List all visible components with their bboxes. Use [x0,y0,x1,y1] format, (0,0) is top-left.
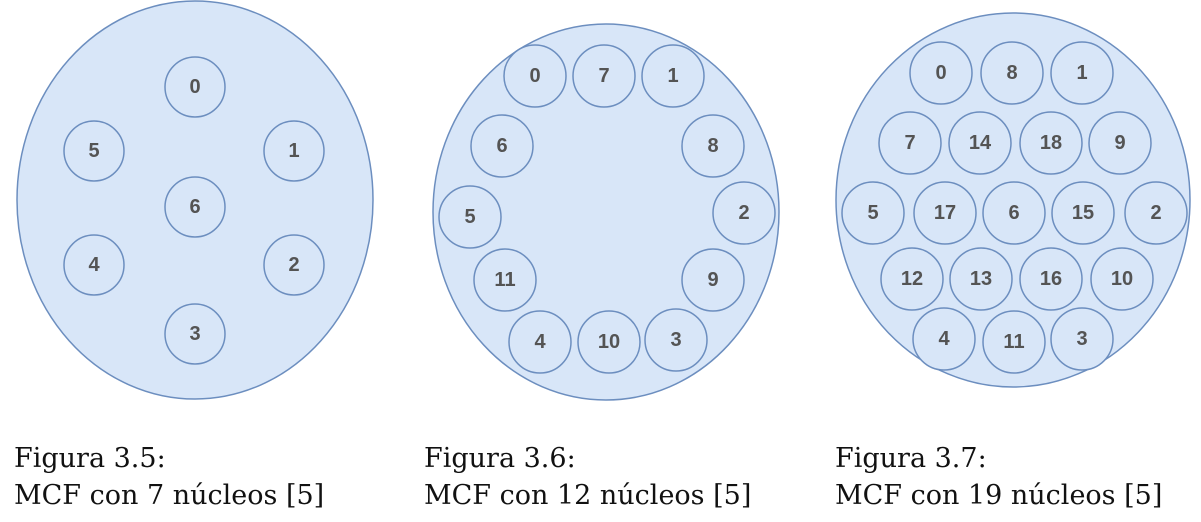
core-circle [63,234,125,296]
core-circle [1051,181,1115,245]
core-circle [1019,111,1083,175]
core-circle [644,308,708,372]
core-circle [503,44,567,108]
core-label: 0 [529,65,540,87]
core-label: 13 [970,268,992,290]
core-label: 8 [707,135,718,157]
core-label: 1 [1076,62,1087,84]
fiber-19-cores: 0 8 17 14 18 95 17 6 15 212 13 16 104 11 3 [835,12,1191,388]
caption-number: Figura 3.7: [835,443,987,474]
fiber-12-cores: 0 7 1 6 8 5 2 11 9 4 10 3 [432,23,780,401]
core-label: 8 [1006,62,1017,84]
core-label: 7 [904,132,915,154]
core-circle [912,307,976,371]
core-label: 5 [88,140,99,162]
core-label: 3 [670,329,681,351]
core-label: 4 [88,254,100,276]
core-label: 11 [1003,331,1024,353]
core-label: 6 [1008,202,1019,224]
core-label: 1 [288,140,299,162]
core-circle [572,44,636,108]
core-circle [982,181,1046,245]
core-label: 9 [1114,132,1125,154]
core-label: 7 [598,65,609,87]
core-circle [1050,307,1114,371]
core-label: 0 [935,62,946,84]
core-label: 2 [288,254,299,276]
core-circle [438,185,502,249]
core-label: 17 [934,202,956,224]
core-circle [1124,181,1188,245]
core-circle [470,114,534,178]
figure-caption-3-6: Figura 3.6: MCF con 12 núcleos [5] [424,440,751,514]
core-circle [508,310,572,374]
fiber-7-cores: 0 5 1 6 4 2 3 [16,0,374,400]
core-label: 1 [667,65,678,87]
core-label: 9 [707,269,718,291]
core-label: 14 [969,132,992,154]
core-circle [263,120,325,182]
core-label: 6 [496,135,507,157]
core-circle [681,248,745,312]
caption-number: Figura 3.5: [14,443,166,474]
core-label: 11 [494,269,515,291]
core-circle [63,120,125,182]
core-circle [1019,247,1083,311]
core-circle [948,111,1012,175]
core-label: 16 [1040,268,1062,290]
core-label: 2 [738,202,749,224]
core-circle [263,234,325,296]
core-circle [641,44,705,108]
figure-caption-3-5: Figura 3.5: MCF con 7 núcleos [5] [14,440,324,514]
core-label: 3 [1076,328,1087,350]
caption-text: MCF con 19 núcleos [5] [835,480,1163,511]
core-circle [1050,41,1114,105]
core-circle [878,111,942,175]
core-label: 4 [938,328,950,350]
core-circle [164,56,226,118]
core-label: 5 [464,206,475,228]
caption-text: MCF con 7 núcleos [5] [14,480,325,511]
figure-caption-3-7: Figura 3.7: MCF con 19 núcleos [5] [835,440,1162,514]
core-label: 3 [189,323,200,345]
core-circle [949,247,1013,311]
core-circle [909,41,973,105]
core-circle [1088,111,1152,175]
core-circle [1090,247,1154,311]
core-label: 4 [534,331,546,353]
core-label: 15 [1072,202,1094,224]
core-circle [712,181,776,245]
core-circle [164,303,226,365]
core-label: 0 [189,76,200,98]
core-label: 2 [1150,202,1161,224]
core-circle [980,41,1044,105]
core-label: 6 [189,196,200,218]
mcf-diagram: 05 164 23 0 7 16 85 211 94 10 3 0 8 17 14 18 95 17 6 15 21… [16,0,1191,401]
core-circle [841,181,905,245]
caption-number: Figura 3.6: [424,443,576,474]
caption-text: MCF con 12 núcleos [5] [424,480,752,511]
core-circle [473,248,537,312]
core-label: 12 [901,268,923,290]
core-label: 10 [598,331,620,353]
core-label: 10 [1111,268,1133,290]
core-circle [880,247,944,311]
core-circle [913,181,977,245]
core-circle [164,176,226,238]
core-label: 5 [867,202,878,224]
core-circle [681,114,745,178]
core-circle [982,310,1046,374]
core-circle [577,310,641,374]
core-label: 18 [1040,132,1062,154]
